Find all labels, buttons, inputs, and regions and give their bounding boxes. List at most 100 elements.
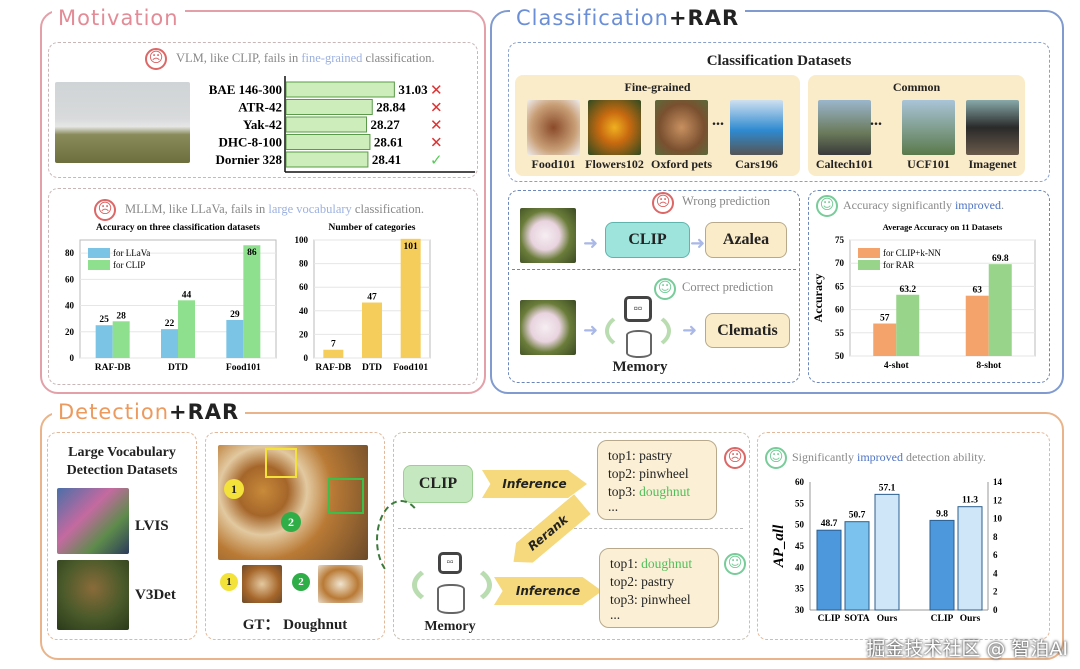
topk-item: top3: doughnut	[608, 484, 691, 499]
chart-title: Accuracy on three classification dataset…	[96, 223, 260, 233]
marker-1: 1	[220, 573, 238, 591]
classification-panel	[490, 10, 1064, 394]
dataset-label: Imagenet	[968, 157, 1017, 171]
row-label: DHC-8-100	[218, 135, 282, 150]
detection-result-box	[757, 432, 1050, 640]
x-tick-label: DTD	[362, 363, 382, 373]
legend-label: for CLIP	[113, 260, 145, 270]
row-label: BAE 146-300	[209, 82, 282, 97]
left-tick-label: 60	[795, 477, 805, 487]
bbox-2	[328, 478, 364, 514]
bar	[400, 238, 421, 358]
data-label: 50.7	[849, 511, 866, 521]
cross-icon: ✕	[430, 136, 443, 152]
y-tick-label: 65	[835, 281, 845, 291]
bar	[957, 506, 983, 611]
topk-item: top1: pastry	[608, 448, 673, 463]
y-tick-label: 20	[299, 329, 309, 339]
data-label: 25	[99, 315, 109, 325]
check-icon: ✓	[430, 153, 443, 169]
detection-datasets-box	[47, 432, 197, 640]
arrow: ➜	[583, 233, 599, 253]
left-tick-label: 40	[795, 562, 805, 572]
data-label: 22	[165, 319, 175, 329]
cross-icon: ✕	[430, 101, 443, 117]
bar	[874, 493, 900, 611]
vlm-note: VLM, like CLIP, fails in fine-grained cl…	[176, 51, 435, 65]
right-tick-label: 8	[993, 532, 998, 542]
memory-label: Memory	[424, 619, 476, 634]
dataset-label: Flowers102	[585, 157, 644, 171]
x-tick-label: RAF-DB	[315, 363, 352, 373]
y-tick-label: 60	[835, 305, 845, 315]
smile-face-icon: ☺	[654, 278, 676, 300]
y-axis-label: Accuracy	[811, 274, 825, 323]
right-tick-label: 10	[993, 514, 1003, 524]
score-bar	[285, 151, 369, 168]
watermark: 掘金技术社区 @ 智泊AI	[866, 638, 1068, 660]
y-tick-label: 60	[65, 274, 75, 284]
data-label: 47	[367, 293, 377, 303]
score-bar	[285, 134, 371, 150]
bar	[362, 302, 382, 358]
bar	[161, 329, 178, 358]
legend-label: for RAR	[883, 260, 914, 270]
topk-item: top1: doughnut	[610, 556, 693, 571]
y-tick-label: 50	[835, 351, 845, 361]
fine-grained-label: Fine-grained	[624, 80, 691, 94]
right-tick-label: 2	[993, 587, 998, 597]
dataset-image	[730, 100, 783, 155]
y-tick-label: 75	[835, 235, 845, 245]
bar	[226, 319, 244, 358]
score-value: 28.61	[374, 135, 403, 150]
y-tick-label: 0	[304, 353, 309, 363]
dataset-label: UCF101	[907, 157, 950, 171]
smile-face-icon: ☺	[816, 195, 838, 217]
cross-icon: ✕	[430, 83, 443, 99]
clip-box: CLIP	[605, 222, 690, 258]
wrong-prediction-box	[508, 190, 800, 383]
crop-2	[318, 565, 363, 603]
dataset-image	[902, 100, 955, 155]
bar	[965, 295, 989, 356]
legend-label: for LLaVa	[113, 248, 150, 258]
topk-item: top3: pinwheel	[610, 592, 691, 607]
bar	[95, 325, 113, 358]
memory-label: Memory	[612, 359, 668, 375]
cycle-arrows-icon	[605, 310, 671, 352]
vlm-box	[48, 42, 478, 178]
bar	[844, 521, 870, 611]
bar	[988, 264, 1012, 356]
data-label: 28	[116, 311, 126, 321]
flower-image	[520, 208, 576, 263]
wrong-prediction-note: Wrong prediction	[682, 194, 771, 208]
data-label: 7	[331, 340, 336, 350]
detection-note: Significantly improved detection ability…	[792, 450, 986, 464]
chart-title: Number of categories	[329, 223, 416, 233]
row-label: Dornier 328	[215, 152, 282, 167]
x-tick-label: DTD	[168, 363, 188, 373]
row-label: Yak-42	[243, 117, 282, 132]
bar	[323, 349, 344, 358]
dataset-image	[655, 100, 708, 155]
more-ellipsis: ...	[608, 499, 619, 514]
dataset-image	[527, 100, 580, 155]
x-tick-label: SOTA	[844, 614, 869, 624]
classification-title: Classification+RAR	[510, 6, 746, 30]
right-tick-label: 12	[993, 495, 1003, 505]
chart-title: Average Accuracy on 11 Datasets	[883, 222, 1003, 232]
topk-item: top2: pastry	[610, 574, 675, 589]
detection-panel	[40, 412, 1064, 660]
sad-face-icon: ☹	[94, 199, 116, 221]
y-tick-label: 80	[65, 248, 75, 258]
y-tick-label: 20	[65, 327, 75, 337]
arrow: ➜	[583, 320, 599, 340]
y-tick-label: 70	[835, 258, 845, 268]
airplane-image	[55, 82, 190, 163]
left-tick-label: 30	[795, 605, 805, 615]
bar	[243, 245, 261, 358]
marker-2: 2	[281, 512, 301, 532]
left-tick-label: 45	[795, 541, 805, 551]
y-tick-label: 60	[299, 282, 309, 292]
dataset-label: Caltech101	[815, 157, 874, 171]
